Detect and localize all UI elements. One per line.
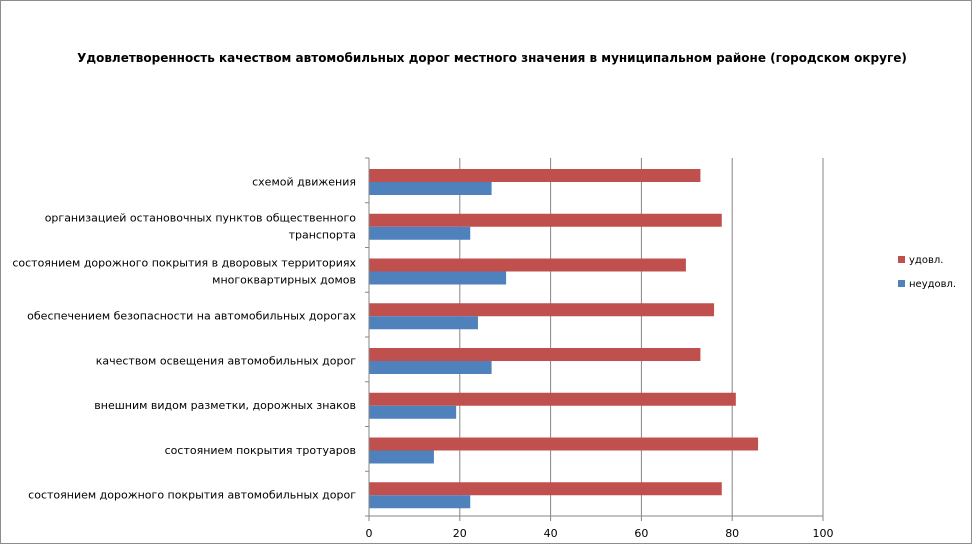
x-tick-label: 20 (453, 527, 467, 540)
legend-label: удовл. (909, 255, 943, 266)
bar-satisfied (369, 169, 701, 182)
category-label: состоянием дорожного покрытия в дворовых… (12, 256, 356, 269)
chart-title: Удовлетворенность качеством автомобильны… (77, 51, 907, 65)
bar-unsatisfied (369, 450, 434, 464)
category-label: обеспечением безопасности на автомобильн… (27, 310, 356, 323)
category-label: схемой движения (252, 175, 356, 188)
bar-satisfied (369, 437, 759, 451)
category-label: внешним видом разметки, дорожных знаков (94, 399, 356, 412)
category-label: состоянием дорожного покрытия автомобиль… (28, 489, 356, 502)
bar-unsatisfied (369, 271, 507, 285)
bar-satisfied (369, 392, 736, 406)
x-tick-label: 100 (813, 527, 834, 540)
category-label: состоянием покрытия тротуаров (165, 444, 356, 457)
bar-unsatisfied (369, 226, 471, 240)
x-tick-label: 40 (544, 527, 558, 540)
x-tick-label: 60 (634, 527, 648, 540)
category-label: транспорта (289, 229, 356, 242)
bar-unsatisfied (369, 495, 471, 509)
category-label: организацией остановочных пунктов общест… (45, 212, 357, 225)
bar-unsatisfied (369, 361, 492, 374)
x-tick-label: 0 (366, 527, 373, 540)
bar-satisfied (369, 348, 701, 361)
bar-unsatisfied (369, 316, 478, 330)
legend-label: неудовл. (909, 279, 956, 290)
category-label: качеством освещения автомобильных дорог (96, 354, 356, 367)
bar-satisfied (369, 213, 722, 227)
bar-unsatisfied (369, 182, 492, 195)
legend-swatch (898, 280, 905, 287)
bar-unsatisfied (369, 405, 457, 419)
bar-satisfied (369, 258, 686, 272)
bar-satisfied (369, 482, 722, 496)
bar-satisfied (369, 303, 715, 317)
legend-swatch (898, 256, 905, 263)
x-tick-label: 80 (725, 527, 739, 540)
category-label: многоквартирных домов (212, 273, 356, 286)
